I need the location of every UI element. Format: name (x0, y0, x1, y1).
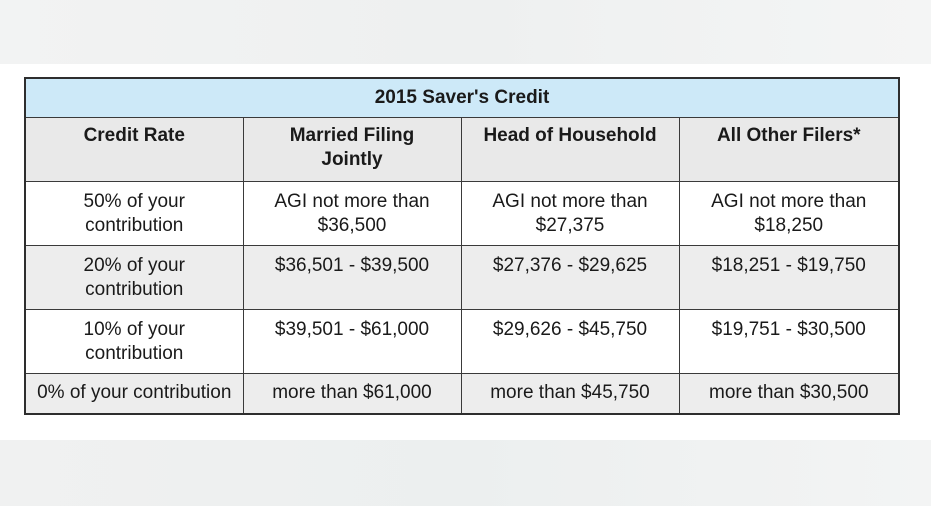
cell-married-filing-jointly: more than $61,000 (242, 373, 462, 414)
cell-all-other-filers: more than $30,500 (678, 373, 900, 414)
header-head-of-household: Head of Household (460, 117, 680, 182)
cell-head-of-household: AGI not more than $27,375 (460, 181, 680, 246)
cell-married-filing-jointly: $39,501 - $61,000 (242, 309, 462, 374)
cell-credit-rate: 10% of your contribution (24, 309, 244, 374)
table-title: 2015 Saver's Credit (24, 77, 900, 118)
table-row: 10% of your contribution $39,501 - $61,0… (24, 309, 900, 374)
cell-credit-rate: 50% of your contribution (24, 181, 244, 246)
table-row: 50% of your contribution AGI not more th… (24, 181, 900, 246)
header-all-other-filers: All Other Filers* (678, 117, 900, 182)
cell-head-of-household: $29,626 - $45,750 (460, 309, 680, 374)
table-row: 0% of your contribution more than $61,00… (24, 373, 900, 414)
table-title-row: 2015 Saver's Credit (24, 77, 900, 118)
cell-head-of-household: more than $45,750 (460, 373, 680, 414)
cell-credit-rate: 20% of your contribution (24, 245, 244, 310)
cell-head-of-household: $27,376 - $29,625 (460, 245, 680, 310)
cell-all-other-filers: AGI not more than $18,250 (678, 181, 900, 246)
savers-credit-table: 2015 Saver's Credit Credit Rate Married … (24, 77, 901, 415)
table-header-row: Credit Rate Married Filing Jointly Head … (24, 117, 900, 182)
table-row: 20% of your contribution $36,501 - $39,5… (24, 245, 900, 310)
cell-credit-rate: 0% of your contribution (24, 373, 244, 414)
cell-married-filing-jointly: $36,501 - $39,500 (242, 245, 462, 310)
background-top-band (0, 0, 931, 64)
cell-all-other-filers: $18,251 - $19,750 (678, 245, 900, 310)
header-credit-rate: Credit Rate (24, 117, 244, 182)
savers-credit-table-container: 2015 Saver's Credit Credit Rate Married … (24, 77, 901, 415)
header-married-filing-jointly: Married Filing Jointly (242, 117, 462, 182)
cell-married-filing-jointly: AGI not more than $36,500 (242, 181, 462, 246)
background-bottom-band (0, 440, 931, 506)
cell-all-other-filers: $19,751 - $30,500 (678, 309, 900, 374)
